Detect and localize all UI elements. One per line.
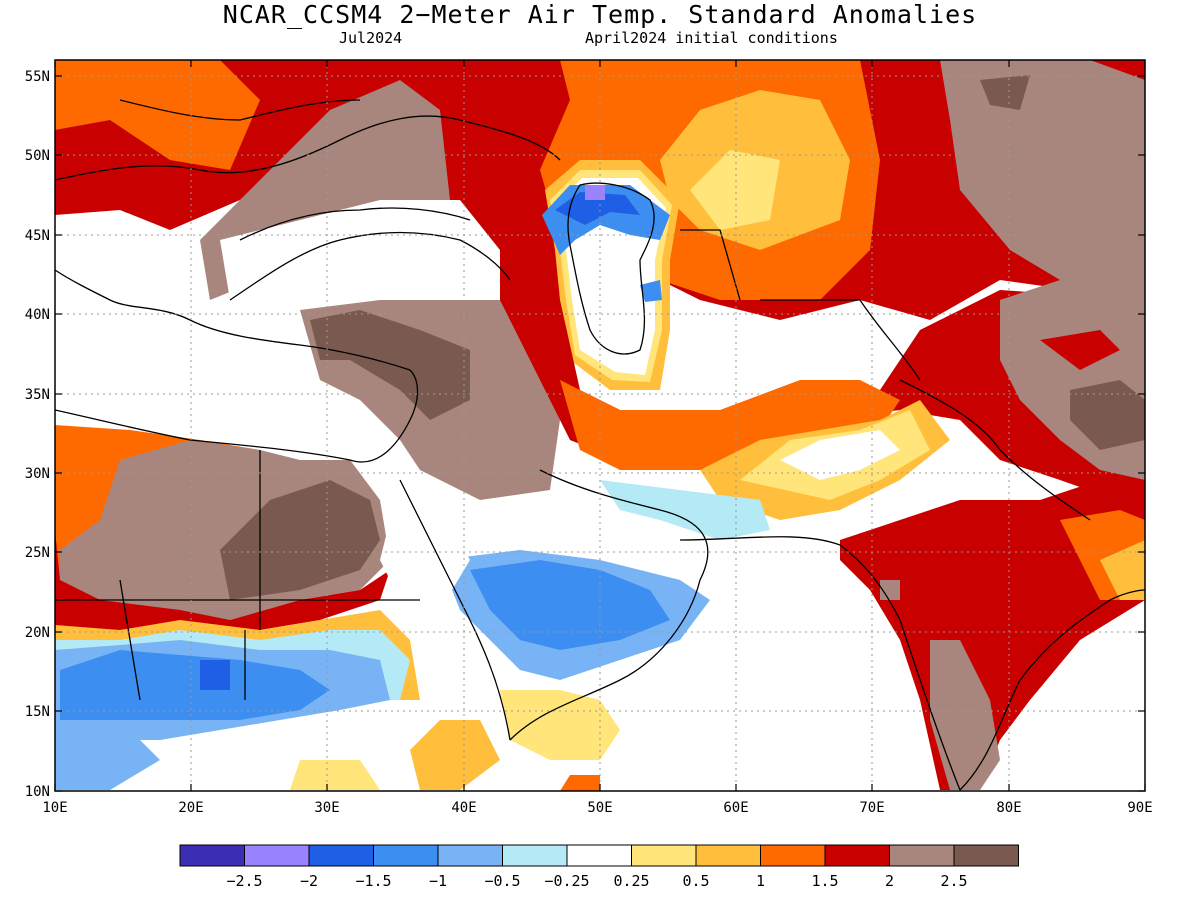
colorbar-swatch	[437, 844, 503, 867]
lat-label: 20N	[25, 625, 50, 641]
lat-label: 40N	[25, 307, 50, 323]
colorbar-label: 2.5	[940, 872, 967, 890]
colorbar-swatch	[695, 844, 761, 867]
region-mongolia-brown	[940, 60, 1145, 300]
lon-label: 30E	[314, 800, 339, 816]
axis-ticks	[54, 60, 1146, 792]
lat-label: 30N	[25, 466, 50, 482]
longitude-labels: 10E 20E 30E 40E 50E 60E 70E 80E 90E	[42, 800, 1152, 816]
lon-label: 60E	[723, 800, 748, 816]
colorbar-label: −2.5	[226, 872, 262, 890]
colorbar-swatch	[179, 844, 245, 867]
map-title: NCAR_CCSM4 2−Meter Air Temp. Standard An…	[222, 0, 978, 29]
region-black-sea-neutral	[220, 200, 500, 320]
colorbar-swatch	[373, 844, 439, 867]
colorbar-swatch	[824, 844, 890, 867]
coastlines-layer	[55, 99, 1145, 791]
valid-month-label: Jul2024	[339, 29, 403, 47]
lon-label: 10E	[42, 800, 67, 816]
lat-label: 35N	[25, 387, 50, 403]
lat-label: 25N	[25, 545, 50, 561]
lon-label: 90E	[1127, 800, 1152, 816]
colorbar-label: −0.25	[544, 872, 589, 890]
colorbar-swatch	[760, 844, 826, 867]
colorbar-label: −1.5	[355, 872, 391, 890]
lon-label: 40E	[451, 800, 476, 816]
colorbar-swatch	[953, 844, 1019, 867]
lat-label: 10N	[25, 784, 50, 800]
lon-label: 50E	[587, 800, 612, 816]
colorbar-swatch	[889, 844, 955, 867]
latitude-labels: 55N 50N 45N 40N 35N 30N 25N 20N 15N 10N	[25, 69, 50, 800]
lat-label: 15N	[25, 704, 50, 720]
colorbar-label: 1	[756, 872, 765, 890]
lon-label: 70E	[859, 800, 884, 816]
colorbar-swatch	[244, 844, 310, 867]
colorbar-label: −2	[300, 872, 318, 890]
init-conditions-label: April2024 initial conditions	[585, 29, 838, 47]
lon-label: 80E	[996, 800, 1021, 816]
colorbar-swatch	[566, 844, 632, 867]
lon-label: 20E	[178, 800, 203, 816]
lat-label: 55N	[25, 69, 50, 85]
gridlines	[55, 60, 1145, 791]
colorbar-label: 0.5	[682, 872, 709, 890]
colorbar-label: 1.5	[811, 872, 838, 890]
colorbar-label: 2	[885, 872, 894, 890]
colorbar-swatch	[502, 844, 568, 867]
colorbar-swatch	[631, 844, 697, 867]
region-south-india-brown	[930, 640, 1000, 790]
lat-label: 45N	[25, 228, 50, 244]
lat-label: 50N	[25, 148, 50, 164]
region-west-europe-orange	[55, 60, 260, 170]
region-india-red	[840, 480, 1145, 790]
colorbar: −2.5 −2 −1.5 −1 −0.5 −0.25 0.25 0.5 1 1.5 2 2.5	[179, 844, 1019, 890]
colorbar-label: −0.5	[484, 872, 520, 890]
colorbar-swatch	[308, 844, 374, 867]
colorbar-label: 0.25	[613, 872, 649, 890]
colorbar-label: −1	[429, 872, 447, 890]
